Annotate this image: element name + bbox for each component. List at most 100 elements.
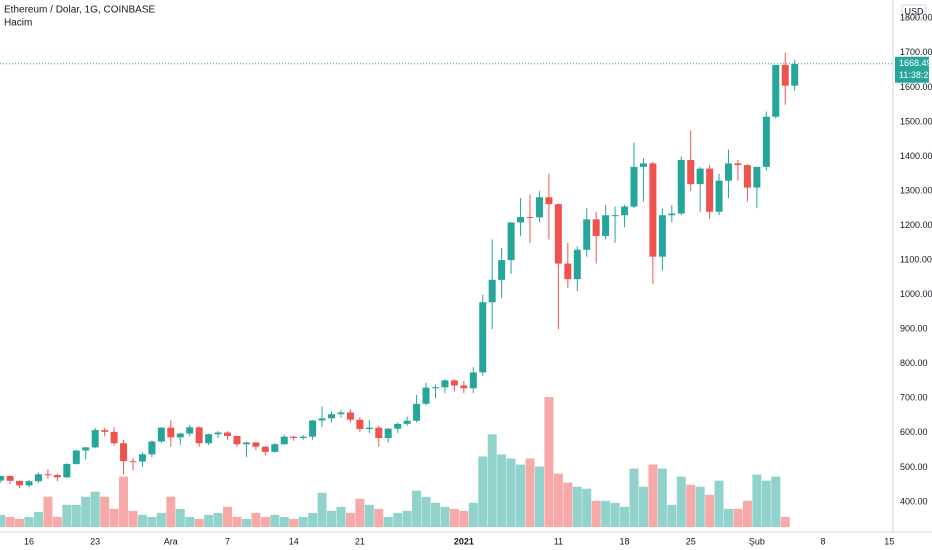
volume-bar xyxy=(724,508,734,527)
volume-bar xyxy=(156,512,166,527)
candle-body xyxy=(706,168,714,212)
x-tick-label: Şub xyxy=(749,536,765,546)
volume-bar xyxy=(601,500,611,527)
x-tick-label: Ara xyxy=(164,536,178,546)
candle-body xyxy=(375,427,383,439)
volume-bar xyxy=(317,492,327,527)
volume-bar xyxy=(24,516,34,527)
volume-bar xyxy=(383,516,393,527)
candle-body xyxy=(431,387,439,389)
candle-body xyxy=(762,116,770,167)
volume-bar xyxy=(100,496,110,527)
volume-bar xyxy=(686,484,696,527)
candle-body xyxy=(186,427,194,434)
y-tick-label: 1500.00 xyxy=(900,116,932,126)
candle-body xyxy=(148,441,156,455)
volume-bar xyxy=(459,510,469,527)
volume-bar xyxy=(119,476,129,527)
candle-body xyxy=(365,427,373,430)
candle-body xyxy=(498,260,506,280)
x-tick-label: 25 xyxy=(686,536,696,546)
candle-body xyxy=(677,159,685,214)
y-tick-label: 1700.00 xyxy=(900,47,932,57)
volume-bar xyxy=(638,486,648,527)
volume-bar xyxy=(714,480,724,527)
volume-bar xyxy=(733,508,743,527)
x-tick-label: 23 xyxy=(90,536,100,546)
currency-label[interactable]: USD xyxy=(904,6,924,16)
candle-body xyxy=(573,249,581,280)
volume-bar xyxy=(327,510,337,527)
candle-body xyxy=(621,206,629,216)
y-tick-label: 400.00 xyxy=(900,496,928,506)
y-tick-label: 700.00 xyxy=(900,393,928,403)
candle-body xyxy=(611,215,619,217)
volume-bar xyxy=(308,512,318,527)
volume-bar xyxy=(440,506,450,527)
volume-bar xyxy=(364,504,374,527)
candle-body xyxy=(318,418,326,421)
candle-body xyxy=(53,475,61,478)
volume-bar xyxy=(705,494,715,527)
volume-bar xyxy=(109,508,119,527)
candle-body xyxy=(592,219,600,236)
candle-body xyxy=(129,461,137,463)
candle-body xyxy=(290,436,298,439)
volume-bar xyxy=(430,502,440,527)
x-tick-label: 2021 xyxy=(454,536,474,546)
countdown-label: 11:38:28 xyxy=(899,70,932,80)
candle-body xyxy=(337,412,345,415)
candle-body xyxy=(413,403,421,421)
volume-bar xyxy=(270,514,280,527)
volume-bar xyxy=(761,480,771,527)
volume-bar xyxy=(5,516,15,527)
volume-label: Hacim xyxy=(4,18,32,29)
volume-bar xyxy=(137,514,147,527)
candle-body xyxy=(34,474,42,482)
candle-body xyxy=(63,463,71,478)
candle-body xyxy=(422,387,430,404)
x-tick-label: 11 xyxy=(554,536,563,546)
candle-body xyxy=(753,166,761,188)
candle-body xyxy=(715,180,723,212)
volume-bar xyxy=(15,518,25,527)
candle-body xyxy=(82,447,90,451)
volume-bar xyxy=(62,504,72,527)
volume-bar xyxy=(166,496,176,527)
volume-bar xyxy=(345,512,355,527)
candle-body xyxy=(271,444,279,452)
candle-body xyxy=(658,215,666,257)
candle-body xyxy=(488,279,496,303)
volume-bar xyxy=(591,500,601,527)
currency-box[interactable] xyxy=(901,4,927,19)
volume-bar xyxy=(582,488,592,527)
candle-body xyxy=(394,423,402,429)
candle-body xyxy=(602,215,610,236)
volume-bar xyxy=(81,496,91,527)
candle-body xyxy=(507,222,515,261)
volume-bar xyxy=(289,518,299,527)
candle-body xyxy=(554,204,562,264)
candle-body xyxy=(687,159,695,185)
x-tick-label: 15 xyxy=(884,536,894,546)
candle-body xyxy=(176,433,184,438)
volume-bar xyxy=(204,514,214,527)
candle-body xyxy=(517,216,525,223)
volume-bar xyxy=(71,504,81,527)
candle-body xyxy=(224,432,232,436)
candle-body xyxy=(299,436,307,439)
candle-body xyxy=(450,380,458,386)
volume-bar xyxy=(478,456,488,527)
volume-bar xyxy=(52,516,62,527)
candle-body xyxy=(772,64,780,117)
volume-bar xyxy=(544,397,554,527)
candle-body xyxy=(743,165,751,188)
candle-body xyxy=(725,163,733,181)
y-tick-label: 600.00 xyxy=(900,427,928,437)
candle-body xyxy=(44,474,52,476)
volume-bar xyxy=(175,508,185,527)
volume-bar xyxy=(336,506,346,527)
y-tick-label: 1800.00 xyxy=(900,13,932,23)
last-price-box xyxy=(895,56,929,83)
